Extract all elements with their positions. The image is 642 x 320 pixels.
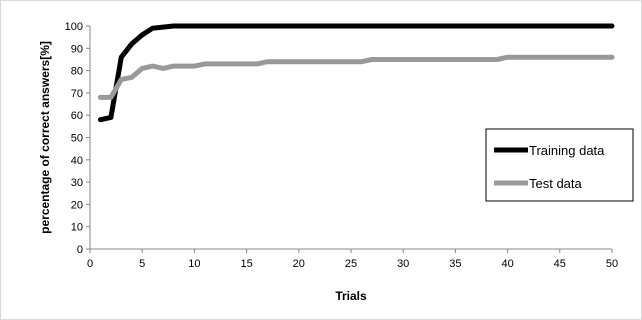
x-tick-label: 10 [188,258,200,270]
x-tick-label: 30 [397,258,409,270]
y-tick-label: 30 [71,177,83,189]
x-axis-title: Trials [335,289,367,303]
x-tick-label: 15 [240,258,252,270]
y-tick-label: 90 [71,43,83,55]
y-tick-label: 40 [71,155,83,167]
x-tick-label: 40 [501,258,513,270]
x-tick-label: 25 [345,258,357,270]
x-tick-label: 35 [449,258,461,270]
y-tick-label: 70 [71,88,83,100]
series-lines [97,23,615,123]
tick-labels: 0 10 20 30 40 50 60 70 80 90 100 0 5 10 15 20 25 30 35 40 45… [65,21,618,270]
y-tick-label: 50 [71,133,83,145]
legend-box [485,128,634,202]
y-tick-label: 100 [65,21,83,33]
x-tick-label: 45 [554,258,566,270]
y-tick-label: 10 [71,222,83,234]
legend-label-training: Training data [529,143,605,158]
x-tick-label: 5 [139,258,145,270]
legend: Training data Test data [485,128,634,202]
y-tick-label: 80 [71,66,83,78]
legend-label-test: Test data [529,176,583,191]
y-tick-label: 60 [71,110,83,122]
x-tick-label: 50 [606,258,618,270]
x-tick-label: 20 [293,258,305,270]
x-tick-label: 0 [87,258,93,270]
y-axis-title: percentage of correct answers[%] [38,41,52,234]
training-data-line [97,23,615,123]
axes [86,25,613,253]
y-tick-label: 0 [77,244,83,256]
y-tick-label: 20 [71,199,83,211]
test-data-line [97,54,615,100]
